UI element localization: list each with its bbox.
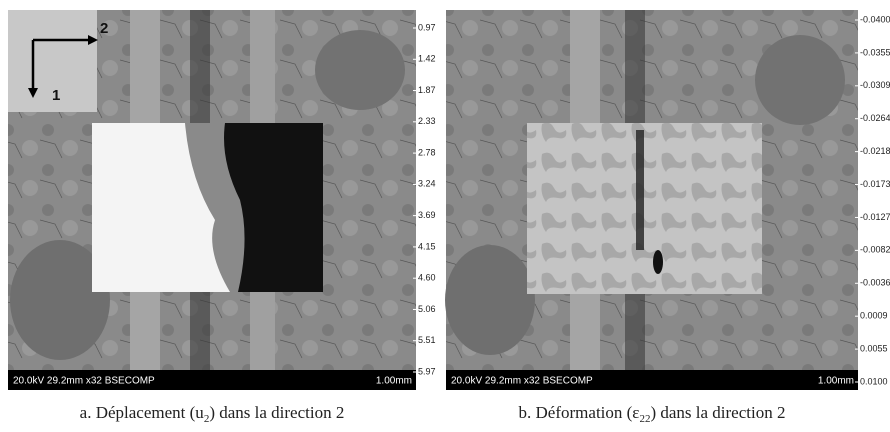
sem-image-a bbox=[8, 10, 416, 390]
scale-label: 2.33 bbox=[418, 116, 436, 126]
scale-label: 3.69 bbox=[418, 210, 436, 220]
caption: b. Déformation (ε22) dans la direction 2 bbox=[519, 403, 786, 425]
scale-label: 4.60 bbox=[418, 273, 436, 283]
scale-bar-label: 1.00mm bbox=[376, 376, 412, 387]
caption: a. Déplacement (u2) dans la direction 2 bbox=[80, 403, 345, 425]
caption-text: b. Déformation (ε bbox=[519, 403, 640, 422]
scale-label: -0.0127 bbox=[860, 212, 890, 222]
sem-image-b bbox=[445, 10, 858, 390]
scale-bar-label: 1.00mm bbox=[818, 376, 854, 387]
scale-label: -0.0218 bbox=[860, 146, 890, 156]
scale-label: 3.24 bbox=[418, 179, 436, 189]
caption-text: ) dans la direction 2 bbox=[209, 403, 344, 422]
scale-label: 5.97 bbox=[418, 366, 436, 376]
scale-label: -0.0309 bbox=[860, 80, 890, 90]
scale-label: 0.0009 bbox=[860, 311, 888, 321]
axis-label: 2 bbox=[100, 20, 108, 37]
caption-text: a. Déplacement (u bbox=[80, 403, 205, 422]
scale-label: -0.0173 bbox=[860, 179, 890, 189]
scale-label: 2.78 bbox=[418, 147, 436, 157]
figure: 20.0kV 29.2mm x32 BSECOMP 1.00mm 0.97 1.42 1… bbox=[0, 0, 890, 432]
scale-label: -0.0264 bbox=[860, 113, 890, 123]
scale-label: 5.06 bbox=[418, 304, 436, 314]
scale-label: -0.0400 bbox=[860, 14, 890, 24]
scale-label: 1.87 bbox=[418, 85, 436, 95]
scale-label: 0.0055 bbox=[860, 343, 888, 353]
scale-label: 1.42 bbox=[418, 54, 436, 64]
scale-label: 0.0100 bbox=[860, 376, 888, 386]
scale-label: -0.0355 bbox=[860, 47, 890, 57]
scale-label: -0.0036 bbox=[860, 278, 890, 288]
scale-label: 4.15 bbox=[418, 241, 436, 251]
caption-subscript: 22 bbox=[639, 413, 650, 425]
sem-info: 20.0kV 29.2mm x32 BSECOMP bbox=[13, 376, 155, 387]
caption-text: ) dans la direction 2 bbox=[650, 403, 785, 422]
scale-label: 5.51 bbox=[418, 335, 436, 345]
axis-label: 1 bbox=[52, 87, 60, 104]
scale-label: -0.0082 bbox=[860, 245, 890, 255]
scale-label: 0.97 bbox=[418, 22, 436, 32]
sem-info: 20.0kV 29.2mm x32 BSECOMP bbox=[451, 376, 593, 387]
